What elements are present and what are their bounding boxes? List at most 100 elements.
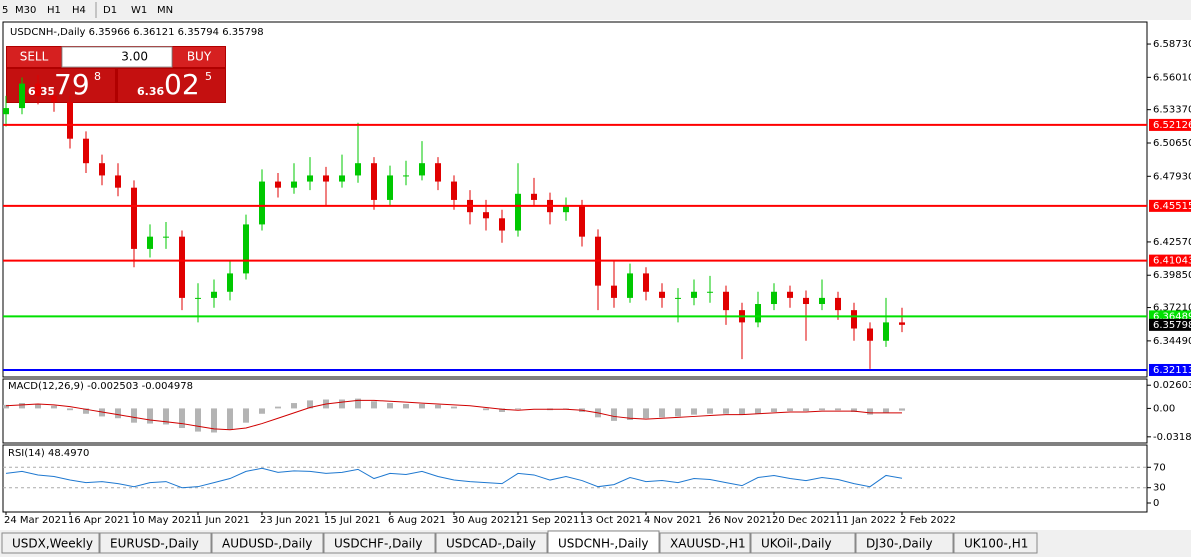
macd-bar xyxy=(675,408,681,417)
tab[interactable] xyxy=(435,532,548,554)
candle-body xyxy=(307,175,313,182)
macd-bar xyxy=(659,408,665,418)
period-button[interactable]: M30 xyxy=(15,5,36,16)
volume-box[interactable] xyxy=(61,46,173,68)
candle-body xyxy=(403,175,409,177)
tab-label: XAUUSD-,H1 xyxy=(670,537,746,551)
tab-label: UK100-,H1 xyxy=(964,537,1028,551)
y-tick-label: 6.34490 xyxy=(1153,336,1191,347)
macd-bar xyxy=(227,408,233,430)
candle-body xyxy=(515,193,521,231)
candle-body xyxy=(627,273,633,298)
tab-label: AUDUSD-,Daily xyxy=(222,537,312,551)
sell-button[interactable] xyxy=(7,47,61,67)
tab[interactable] xyxy=(1,532,100,554)
candle-body xyxy=(787,291,793,298)
candle-body xyxy=(579,206,585,237)
tab-label: USDCHF-,Daily xyxy=(334,537,422,551)
macd-bar xyxy=(371,401,377,409)
tab[interactable] xyxy=(953,532,1038,554)
x-tick-label: 13 Oct 2021 xyxy=(580,515,642,526)
macd-bar xyxy=(51,405,57,409)
macd-bar xyxy=(211,408,217,433)
level-label: 6.32113 xyxy=(1153,365,1191,376)
y-tick-label: 6.42570 xyxy=(1153,237,1191,248)
candle-body xyxy=(339,175,345,182)
macd-bar xyxy=(179,408,185,429)
sell-label: SELL xyxy=(20,50,49,64)
tab[interactable] xyxy=(750,532,856,554)
y-tick-label: 6.39850 xyxy=(1153,270,1191,281)
macd-title: MACD(12,26,9) -0.002503 -0.004978 xyxy=(8,381,193,392)
macd-bar xyxy=(195,408,201,432)
macd-bar xyxy=(355,398,361,409)
period-button[interactable]: 5 xyxy=(2,5,8,16)
period-button[interactable]: MN xyxy=(157,5,173,16)
buy-label: BUY xyxy=(187,50,212,64)
candle-body xyxy=(19,83,25,109)
level-label: 6.36489 xyxy=(1153,311,1191,322)
macd-bar xyxy=(435,404,441,409)
period-button[interactable]: D1 xyxy=(103,5,117,16)
macd-bar xyxy=(787,408,793,412)
candle-body xyxy=(883,322,889,341)
macd-bar xyxy=(419,403,425,409)
tab[interactable] xyxy=(211,532,324,554)
level-label-bg xyxy=(1149,254,1191,267)
x-tick-label: 20 Dec 2021 xyxy=(772,515,836,526)
level-label-bg xyxy=(1149,118,1191,131)
level-label: 6.45515 xyxy=(1153,201,1191,212)
macd-bar xyxy=(835,408,841,411)
ask-pips: 02 xyxy=(164,68,200,101)
tab-label: EURUSD-,Daily xyxy=(110,537,199,551)
x-tick-label: 23 Jun 2021 xyxy=(260,515,320,526)
candle-body xyxy=(227,273,233,292)
y-tick-label: 6.47930 xyxy=(1153,171,1191,182)
macd-bar xyxy=(291,403,297,409)
bid-big: 6.35 xyxy=(28,85,55,98)
candle-body xyxy=(371,163,377,200)
tab[interactable] xyxy=(659,532,751,554)
candle-body xyxy=(723,291,729,311)
candle-body xyxy=(531,193,537,200)
x-tick-label: 1 Jun 2021 xyxy=(196,515,250,526)
candle-body xyxy=(195,297,201,299)
y-tick-label: 6.58730 xyxy=(1153,39,1191,50)
tab[interactable] xyxy=(855,532,954,554)
period-button[interactable]: H4 xyxy=(72,5,86,16)
macd-bar xyxy=(67,408,73,411)
y-tick-label: 0.02603 xyxy=(1153,380,1191,391)
candle-body xyxy=(771,291,777,305)
macd-bar xyxy=(243,408,249,423)
period-button[interactable]: W1 xyxy=(131,5,147,16)
macd-bar xyxy=(515,408,521,410)
macd-bar xyxy=(115,408,121,419)
candle-body xyxy=(835,297,841,311)
y-tick-label: 30 xyxy=(1153,483,1166,494)
tab[interactable] xyxy=(547,530,660,554)
buy-button[interactable] xyxy=(173,47,225,67)
candle-body xyxy=(243,224,249,274)
x-tick-label: 30 Aug 2021 xyxy=(452,515,516,526)
y-tick-label: 0.00 xyxy=(1153,403,1175,414)
macd-bar xyxy=(163,408,169,425)
y-tick-label: 6.53370 xyxy=(1153,105,1191,116)
candle-body xyxy=(131,187,137,249)
tab[interactable] xyxy=(99,532,212,554)
macd-bar xyxy=(275,406,281,409)
candle-body xyxy=(659,291,665,298)
candle-body xyxy=(899,322,905,325)
macd-bar xyxy=(867,408,873,415)
macd-bar xyxy=(307,400,313,409)
macd-bar xyxy=(483,408,489,411)
macd-bar xyxy=(131,408,137,423)
macd-bar xyxy=(739,408,745,415)
candle-body xyxy=(99,163,105,176)
period-button[interactable]: H1 xyxy=(47,5,61,16)
ask-box[interactable] xyxy=(118,69,225,102)
x-tick-label: 4 Nov 2021 xyxy=(644,515,702,526)
ask-big: 6.36 xyxy=(137,85,164,98)
candle-body xyxy=(611,285,617,298)
tab[interactable] xyxy=(323,532,436,554)
level-label-bg xyxy=(1149,199,1191,212)
